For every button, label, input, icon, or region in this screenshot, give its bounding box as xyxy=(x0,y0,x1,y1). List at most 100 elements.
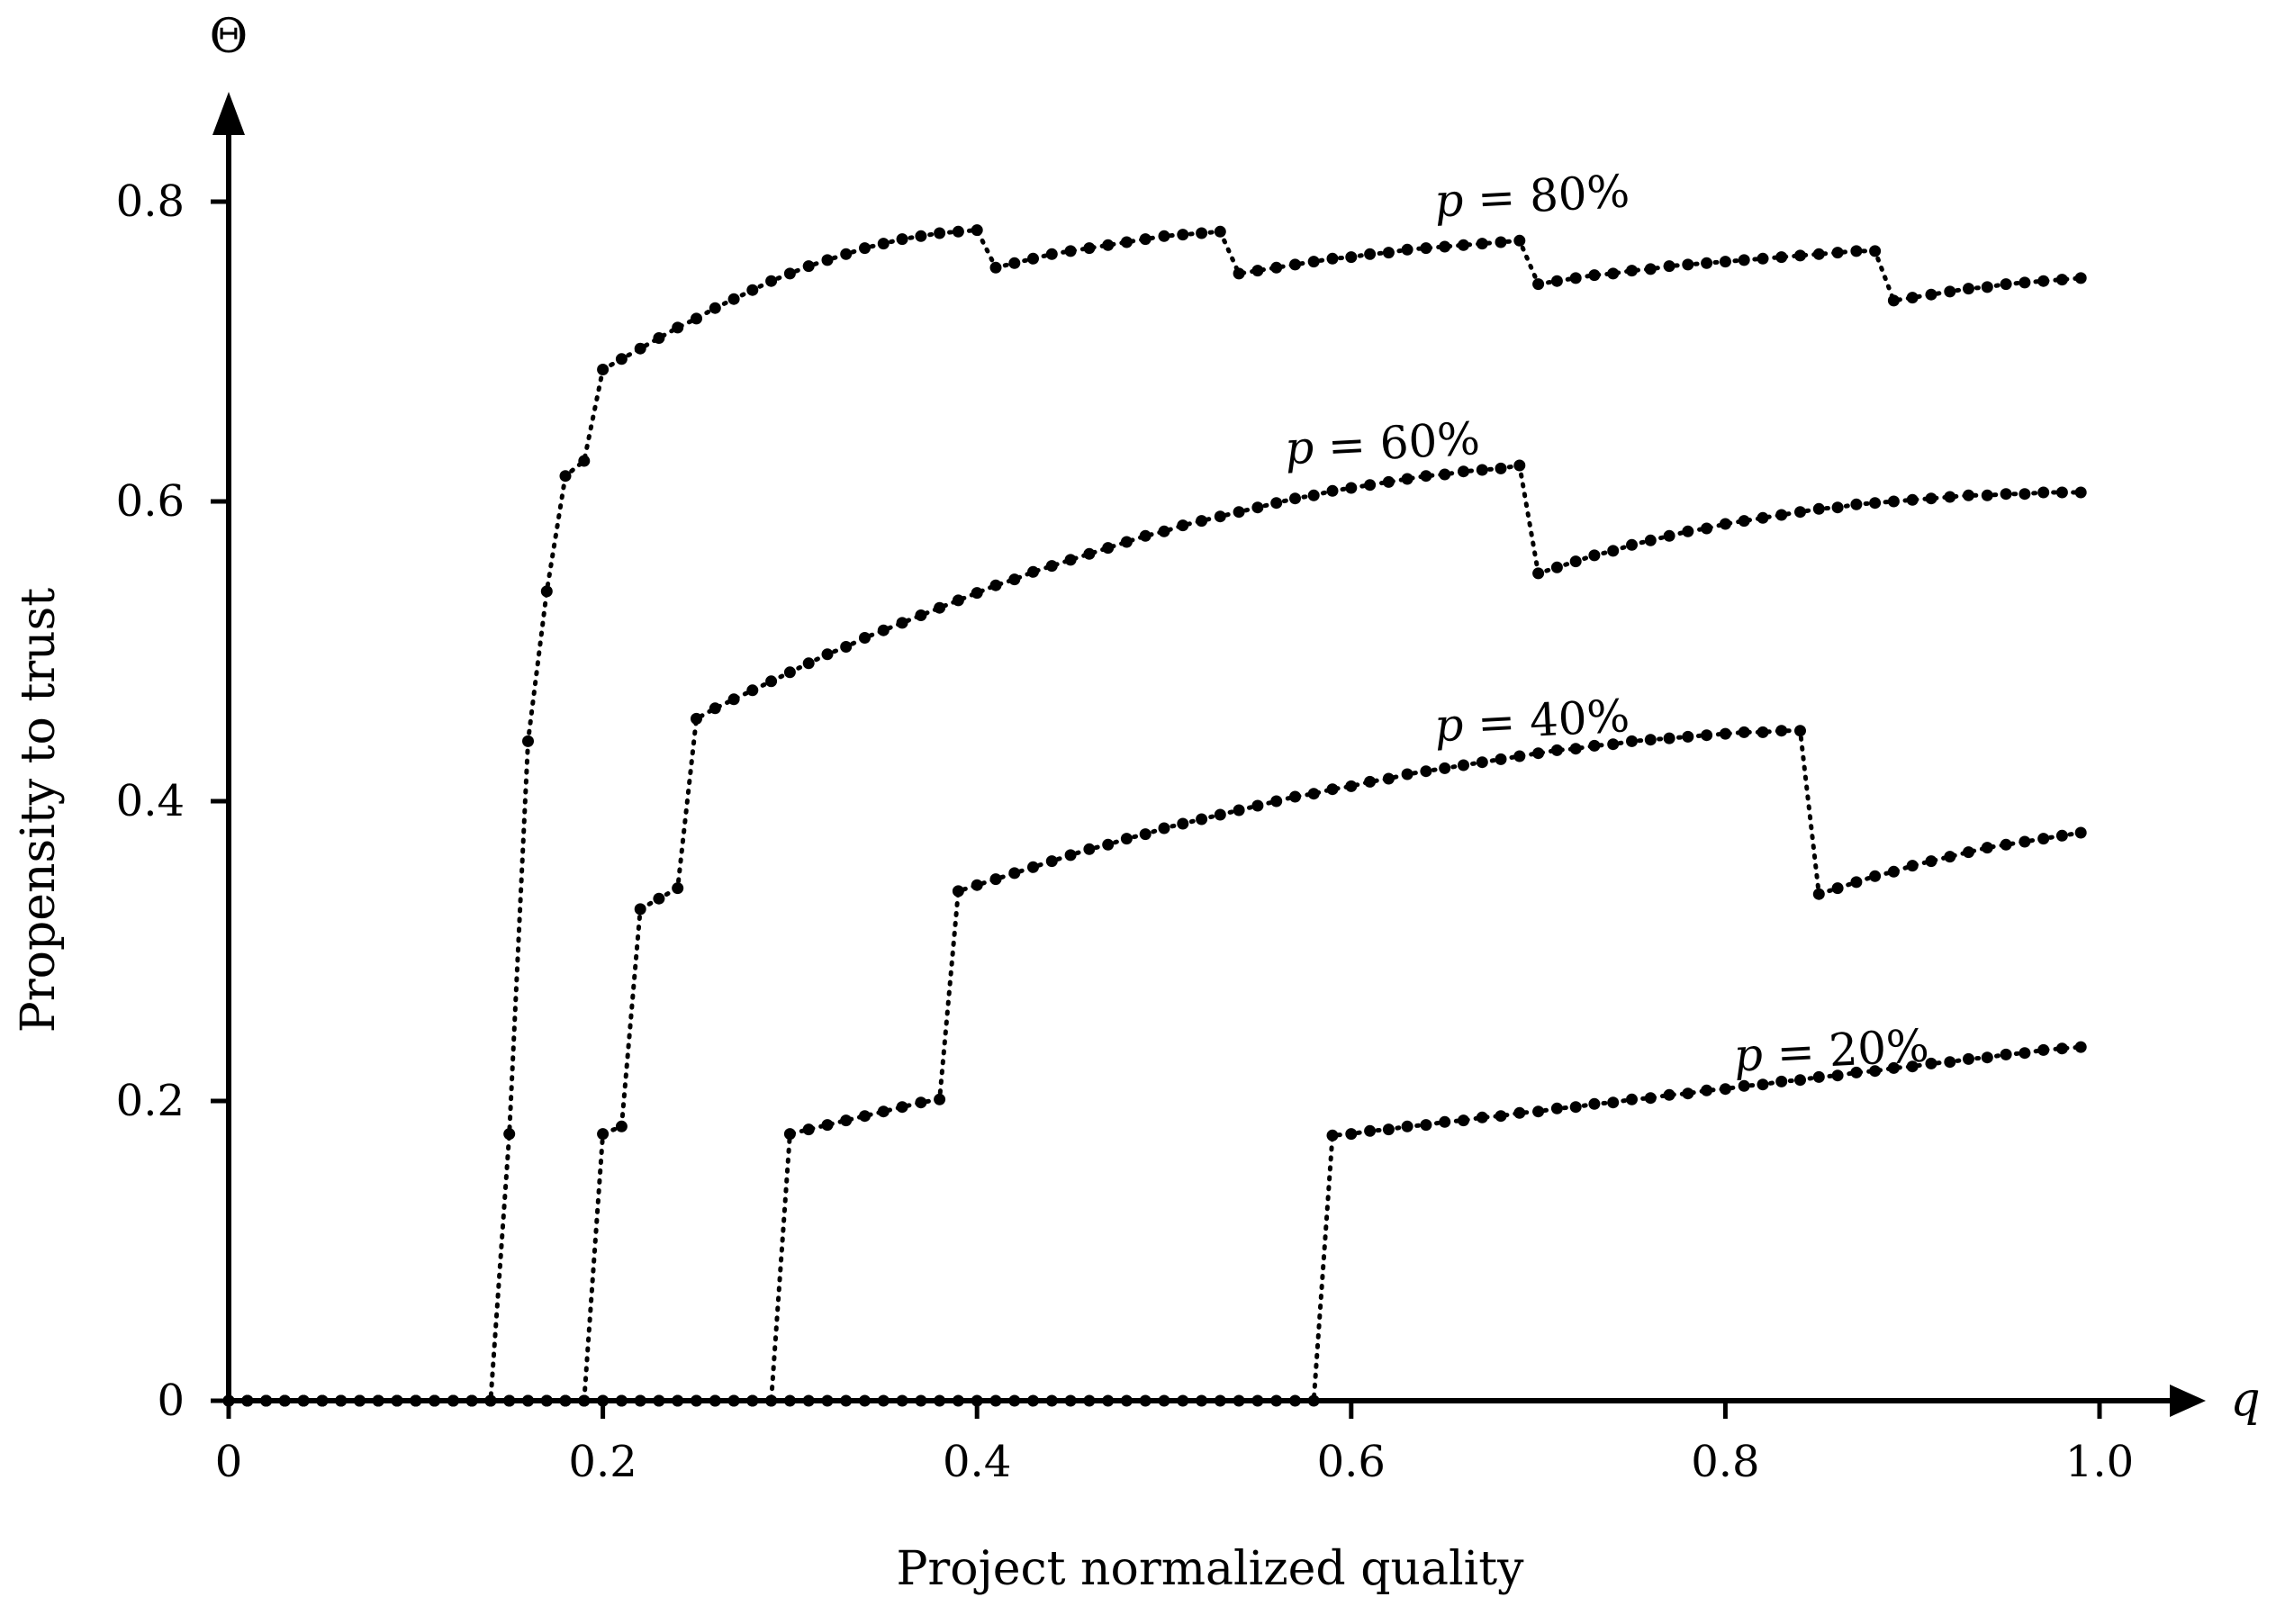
data-point xyxy=(1233,267,1245,280)
data-point xyxy=(335,1394,348,1407)
data-point xyxy=(634,342,646,355)
data-point xyxy=(1812,248,1825,260)
data-point xyxy=(653,892,665,905)
data-point xyxy=(1307,788,1320,800)
data-point xyxy=(1233,506,1245,519)
data-point xyxy=(915,1096,927,1109)
data-point xyxy=(1775,251,1788,264)
data-point xyxy=(1663,1088,1675,1101)
data-point xyxy=(952,594,964,607)
data-point xyxy=(989,261,1002,274)
data-point xyxy=(1364,775,1377,788)
data-point xyxy=(1887,495,1900,508)
data-point xyxy=(1027,252,1039,265)
series-label-value: = 60% xyxy=(1313,412,1482,474)
data-point xyxy=(2000,838,2012,851)
data-point xyxy=(429,1394,441,1407)
data-point xyxy=(1214,808,1226,821)
series-label-value: = 20% xyxy=(1761,1019,1930,1080)
data-point xyxy=(1233,804,1245,817)
data-point xyxy=(877,1105,890,1118)
data-point xyxy=(1906,292,1919,304)
data-point xyxy=(896,617,908,629)
data-point xyxy=(1196,813,1208,826)
x-tick-label: 1.0 xyxy=(2065,1437,2134,1487)
data-point xyxy=(1251,265,1264,277)
data-point xyxy=(1682,525,1694,537)
data-point xyxy=(1439,468,1451,481)
data-point xyxy=(1513,1106,1526,1119)
data-point xyxy=(1439,762,1451,774)
data-point xyxy=(1887,865,1900,878)
data-point xyxy=(1719,518,1731,530)
data-point xyxy=(709,302,721,314)
data-point xyxy=(1064,1394,1077,1407)
data-point xyxy=(971,587,983,600)
data-point xyxy=(1944,491,1956,503)
data-point xyxy=(1196,227,1208,239)
data-point xyxy=(1887,294,1900,307)
data-point xyxy=(2019,835,2031,848)
data-point xyxy=(1364,1124,1377,1137)
data-point xyxy=(859,1394,871,1407)
data-point xyxy=(1569,555,1582,568)
data-point xyxy=(1270,795,1283,807)
data-point xyxy=(1401,473,1413,485)
data-point xyxy=(1289,1394,1301,1407)
data-point xyxy=(840,248,853,260)
data-point xyxy=(1887,1061,1900,1074)
data-point xyxy=(952,225,964,238)
data-point xyxy=(802,260,815,273)
data-point xyxy=(1458,465,1469,478)
y-axis-title: Propensity to trust xyxy=(12,588,66,1033)
data-point xyxy=(2019,276,2031,289)
data-point xyxy=(297,1394,310,1407)
data-point xyxy=(1289,492,1301,505)
data-point xyxy=(1794,1074,1806,1087)
data-point xyxy=(915,609,927,621)
data-point xyxy=(1588,739,1601,752)
data-point xyxy=(2074,826,2087,839)
data-point xyxy=(1644,1092,1657,1105)
data-point xyxy=(1925,855,1937,868)
data-point xyxy=(1401,243,1413,256)
data-point xyxy=(1139,828,1152,841)
data-point xyxy=(540,585,553,598)
data-point xyxy=(1420,470,1432,483)
data-point xyxy=(691,312,702,325)
data-point xyxy=(783,666,796,679)
data-point xyxy=(260,1394,273,1407)
data-point xyxy=(1495,462,1507,474)
data-point xyxy=(615,353,628,365)
data-point xyxy=(1045,855,1058,868)
data-point xyxy=(1607,545,1620,557)
data-point xyxy=(540,1394,553,1407)
data-point xyxy=(522,735,534,747)
data-point xyxy=(1607,1096,1620,1109)
data-point xyxy=(1420,1119,1432,1132)
y-tick-label: 0.8 xyxy=(116,176,185,227)
data-point xyxy=(1513,750,1526,762)
data-point xyxy=(1139,233,1152,246)
y-tick-label: 0.6 xyxy=(116,476,185,527)
data-point xyxy=(783,1128,796,1141)
data-point xyxy=(1963,283,1974,295)
data-point xyxy=(672,1394,684,1407)
data-point xyxy=(1981,842,1993,854)
data-point xyxy=(989,873,1002,886)
data-point xyxy=(597,1394,610,1407)
data-point xyxy=(615,1120,628,1132)
data-point xyxy=(484,1394,497,1407)
data-point xyxy=(578,1394,591,1407)
data-point xyxy=(1550,1102,1563,1114)
data-point xyxy=(1569,1101,1582,1114)
data-point xyxy=(1626,735,1638,747)
data-point xyxy=(1177,229,1189,241)
data-point xyxy=(634,903,646,916)
data-point xyxy=(1251,1394,1264,1407)
data-point xyxy=(1420,765,1432,778)
data-point xyxy=(1064,245,1077,257)
series-label-variable: p xyxy=(1732,1028,1764,1082)
data-point xyxy=(597,364,610,375)
data-point xyxy=(354,1394,366,1407)
